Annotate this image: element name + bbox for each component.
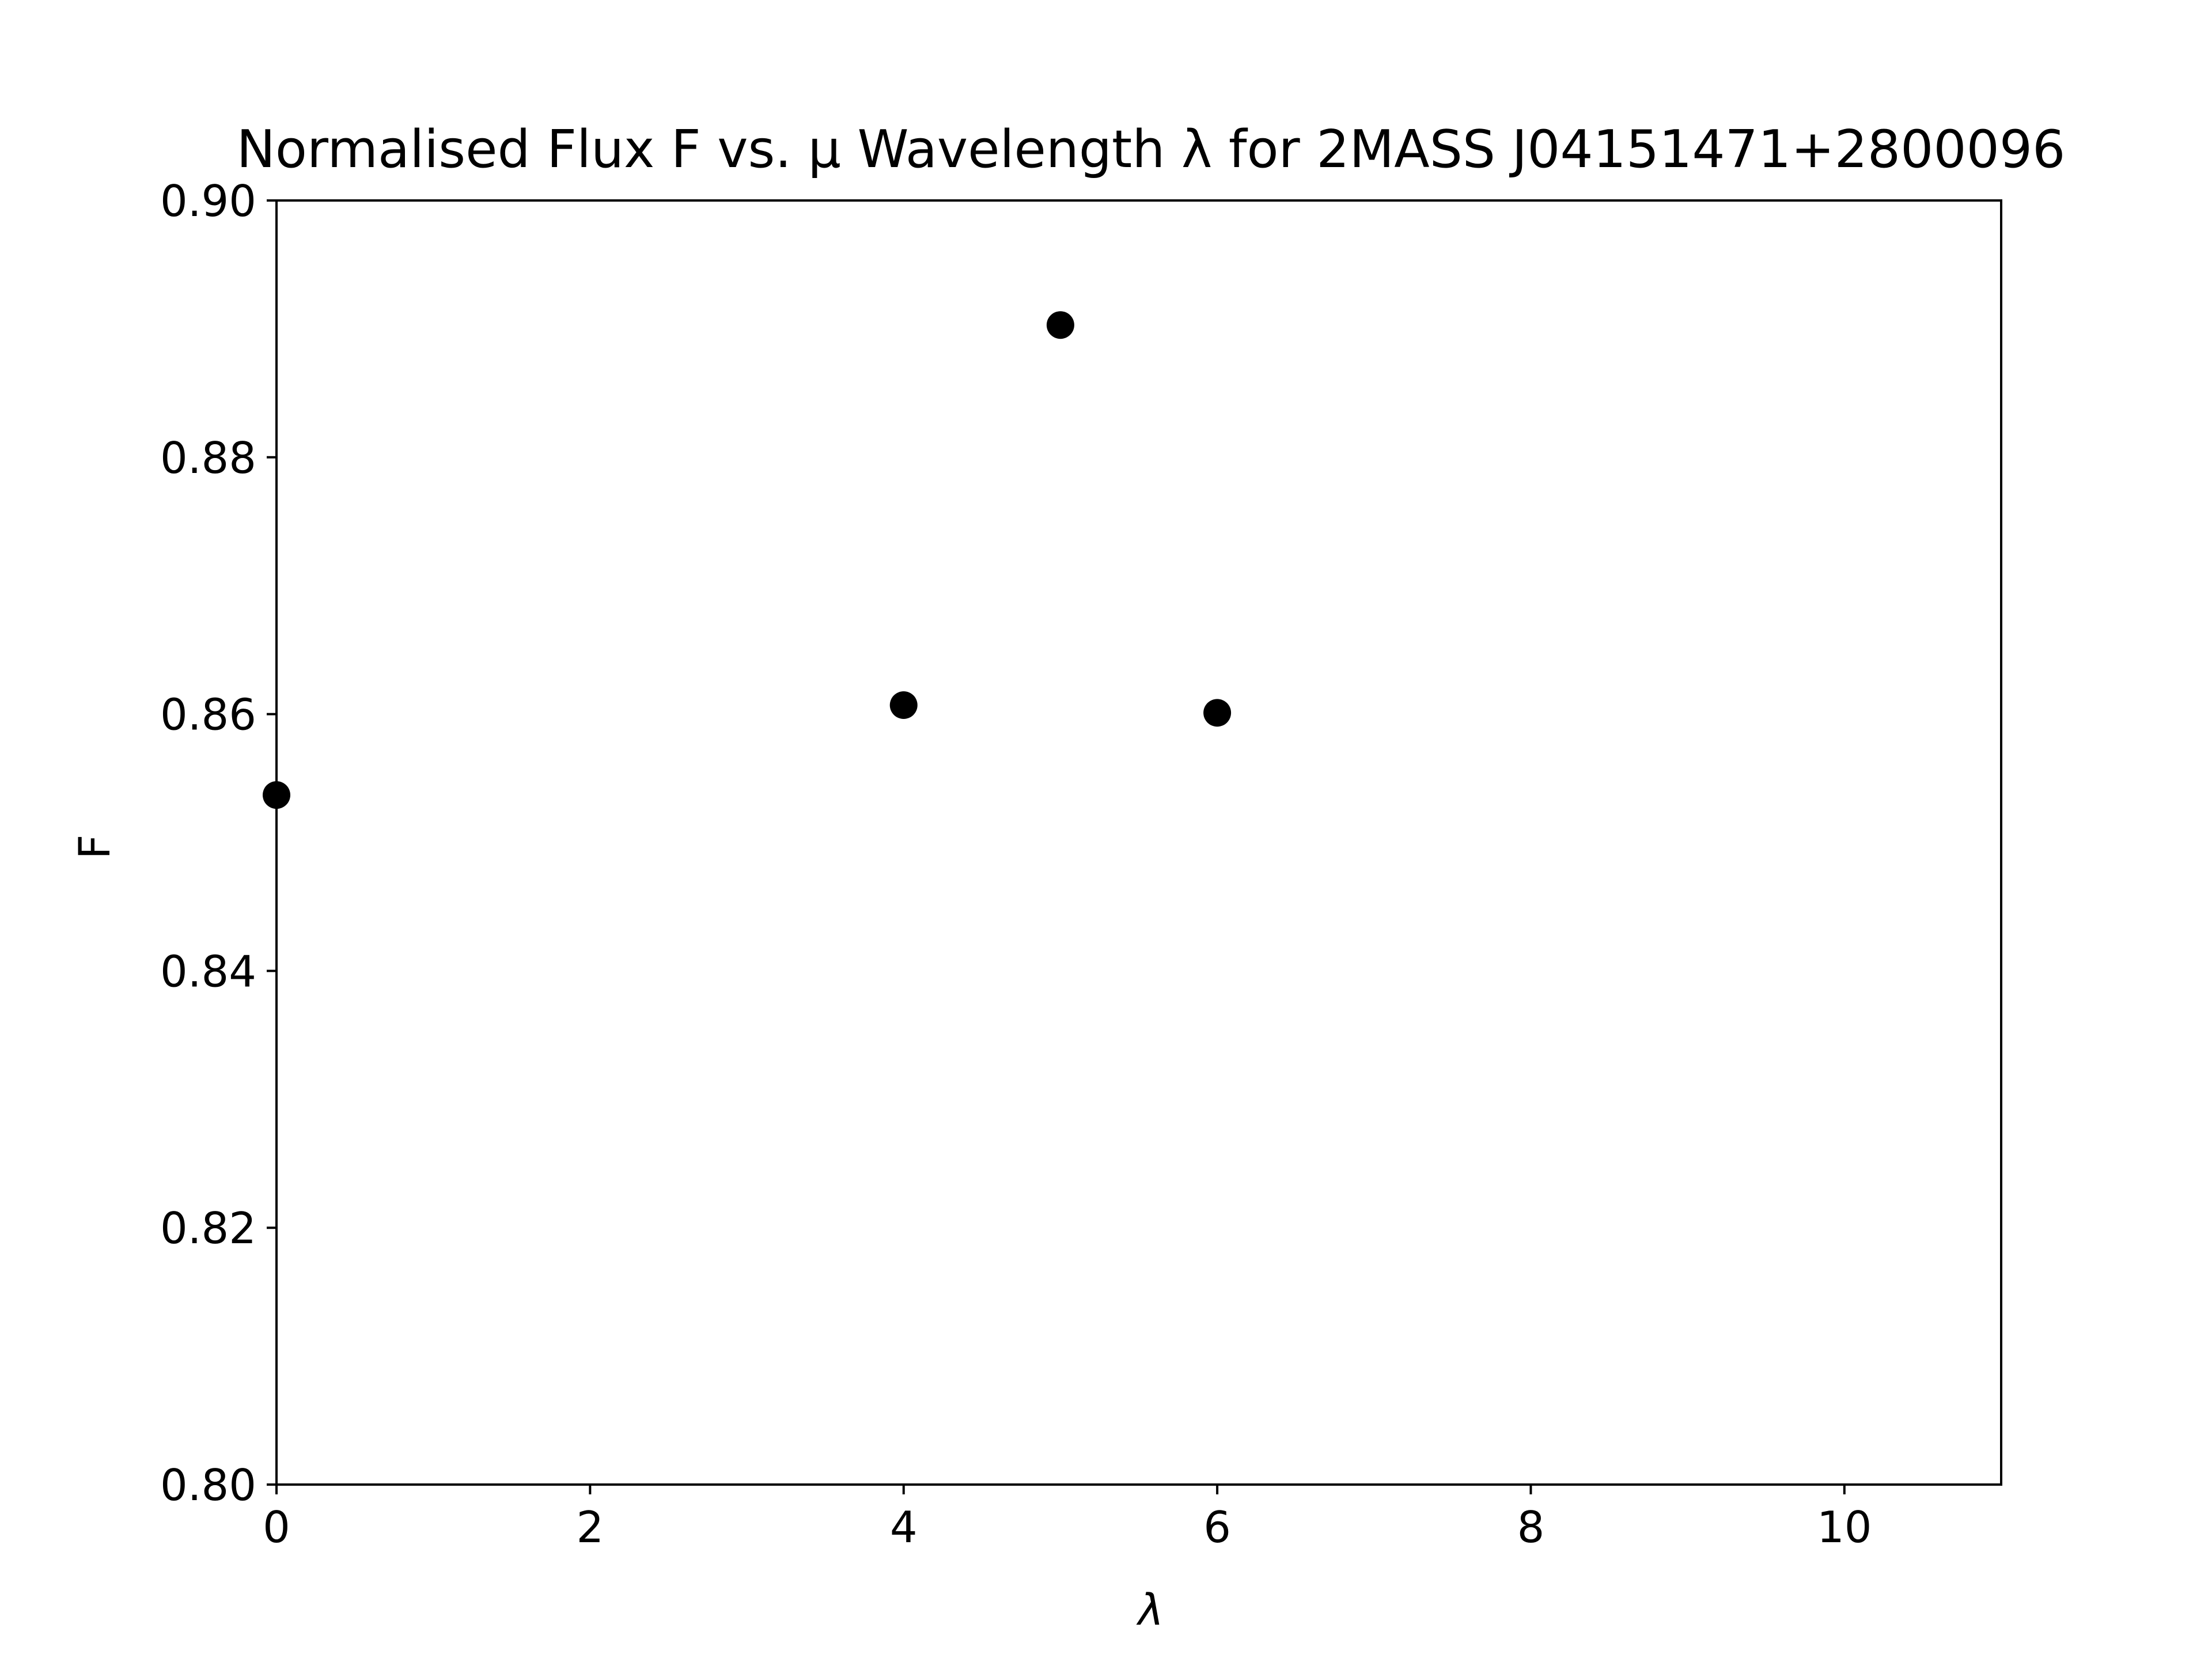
plot-frame — [275, 199, 2002, 1486]
y-axis-label: F — [69, 834, 120, 859]
chart-title: Normalised Flux F vs. μ Wavelength λ for… — [237, 119, 2066, 180]
data-point — [1046, 311, 1074, 339]
x-tick-label: 10 — [1817, 1502, 1872, 1553]
axes: 0 2 4 6 8 10 0.80 0.82 0.84 0.86 0.88 0.90 — [160, 176, 2002, 1553]
x-tick-label: 0 — [263, 1502, 290, 1553]
x-axis-label: λ — [1136, 1584, 1164, 1635]
x-tick-label: 4 — [890, 1502, 918, 1553]
data-point — [1203, 699, 1232, 727]
y-tick-label: 0.86 — [160, 690, 256, 740]
data-point — [889, 691, 918, 719]
y-tick-label: 0.88 — [160, 433, 256, 483]
x-tick-label: 6 — [1203, 1502, 1231, 1553]
y-tick-label: 0.82 — [160, 1203, 256, 1254]
y-tick-label: 0.90 — [160, 176, 256, 226]
y-tick-label: 0.84 — [160, 946, 256, 997]
y-tick-label: 0.80 — [160, 1460, 256, 1510]
plot-area — [263, 311, 1232, 809]
x-tick-label: 2 — [577, 1502, 604, 1553]
x-tick-label: 8 — [1517, 1502, 1545, 1553]
